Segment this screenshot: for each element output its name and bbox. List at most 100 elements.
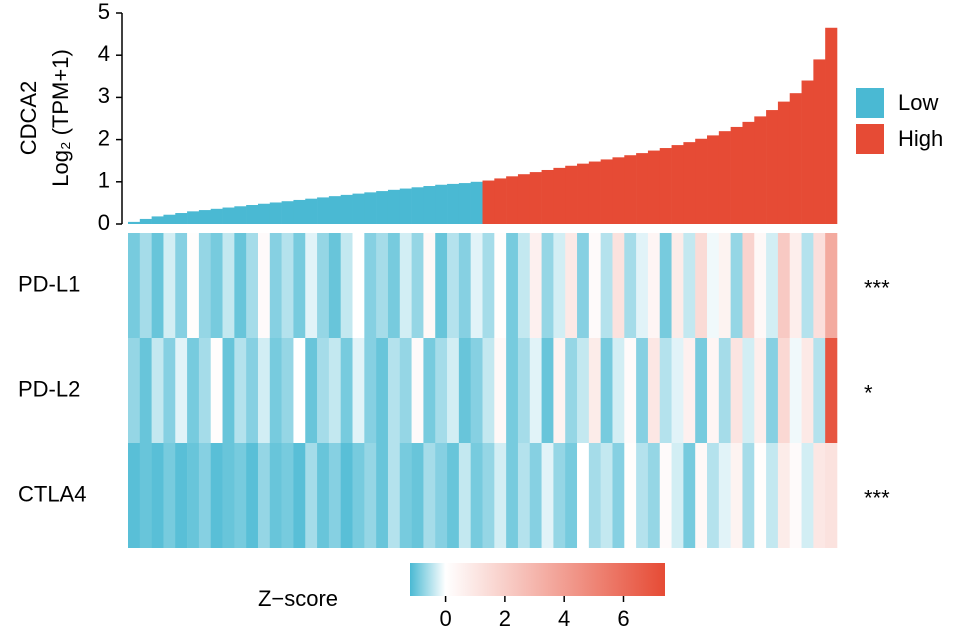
- heatmap-cell: [151, 443, 164, 548]
- heatmap-cell: [340, 443, 353, 548]
- heatmap-cell: [494, 233, 507, 338]
- bar: [777, 101, 791, 224]
- heatmap-cell: [198, 443, 212, 548]
- heatmap-cell: [447, 338, 460, 443]
- heatmap-cell: [671, 443, 684, 548]
- heatmap-cell: [340, 338, 353, 443]
- bar: [128, 221, 141, 224]
- heatmap-cell: [376, 338, 389, 443]
- heatmap-cell: [813, 233, 826, 338]
- bar: [553, 167, 566, 224]
- heatmap-cell: [742, 338, 755, 443]
- heatmap-cell: [281, 443, 294, 548]
- bar: [506, 176, 519, 224]
- heatmap-cell: [305, 338, 318, 443]
- heatmap-cell: [494, 338, 507, 443]
- heatmap-cell: [399, 338, 412, 443]
- bar: [163, 214, 176, 224]
- heatmap-cell: [624, 338, 637, 443]
- heatmap-cell: [399, 443, 412, 548]
- heatmap-cell: [577, 443, 590, 548]
- heatmap-cell: [198, 233, 212, 338]
- heatmap-cell: [293, 233, 306, 338]
- bar: [730, 126, 743, 224]
- heatmap-cell: [163, 233, 176, 338]
- heatmap-cell: [565, 443, 578, 548]
- colorbar-tick-label: 4: [558, 606, 570, 631]
- colorbar-tick-label: 6: [617, 606, 629, 631]
- heatmap-cell: [659, 338, 672, 443]
- bar: [352, 193, 365, 224]
- heatmap-cell: [636, 233, 649, 338]
- heatmap-cell: [458, 233, 471, 338]
- legend-swatch: [856, 124, 884, 154]
- bar: [754, 116, 767, 224]
- heatmap-cell: [293, 338, 306, 443]
- bar: [671, 145, 684, 224]
- heatmap-cell: [423, 233, 436, 338]
- bar: [707, 135, 720, 224]
- heatmap-cell: [624, 443, 637, 548]
- heatmap-cell: [577, 338, 590, 443]
- bar: [435, 184, 448, 224]
- heatmap-cell: [777, 338, 791, 443]
- heatmap-cell: [506, 338, 519, 443]
- heatmap-cell: [695, 443, 708, 548]
- heatmap-cell: [529, 233, 542, 338]
- heatmap-cell: [234, 338, 247, 443]
- heatmap-cell: [541, 233, 554, 338]
- heatmap-cell: [411, 233, 424, 338]
- y-tick-label: 3: [98, 83, 110, 108]
- bar: [281, 201, 294, 224]
- bar: [364, 192, 377, 224]
- heatmap-cell: [305, 233, 318, 338]
- significance-label: ***: [864, 485, 890, 510]
- heatmap-cell: [695, 338, 708, 443]
- legend-label: High: [898, 126, 943, 151]
- heatmap-cell: [128, 338, 141, 443]
- bar: [210, 208, 223, 224]
- heatmap-cell: [612, 233, 625, 338]
- heatmap-cell: [423, 443, 436, 548]
- row-label: PD-L2: [18, 376, 80, 401]
- y-tick-label: 4: [98, 41, 110, 66]
- y-tick-label: 0: [98, 210, 110, 235]
- heatmap-cell: [269, 443, 282, 548]
- bar: [328, 196, 341, 224]
- bar: [825, 27, 838, 224]
- bar: [789, 93, 802, 225]
- heatmap-cell: [718, 338, 731, 443]
- heatmap-cell: [128, 443, 141, 548]
- bar: [399, 188, 412, 224]
- heatmap-cell: [801, 233, 814, 338]
- heatmap-cell: [612, 338, 625, 443]
- heatmap-cell: [234, 443, 247, 548]
- bar: [766, 110, 779, 224]
- heatmap-cell: [293, 443, 306, 548]
- heatmap-cell: [352, 338, 365, 443]
- heatmap-cell: [246, 233, 259, 338]
- heatmap-cell: [163, 443, 176, 548]
- heatmap-cell: [813, 338, 826, 443]
- heatmap-cell: [305, 443, 318, 548]
- heatmap-cell: [387, 443, 401, 548]
- heatmap-cell: [588, 443, 601, 548]
- heatmap-cell: [529, 338, 542, 443]
- bar: [659, 148, 672, 224]
- heatmap-cell: [222, 233, 235, 338]
- heatmap-cell: [423, 338, 436, 443]
- heatmap-cell: [222, 338, 235, 443]
- heatmap-cell: [364, 443, 377, 548]
- heatmap-cell: [139, 233, 152, 338]
- bar: [529, 172, 542, 224]
- heatmap-cell: [718, 233, 731, 338]
- bar: [801, 80, 814, 225]
- bar: [246, 205, 259, 224]
- heatmap-cell: [517, 233, 531, 338]
- heatmap-cell: [766, 338, 779, 443]
- heatmap-cell: [210, 443, 223, 548]
- bar: [411, 187, 424, 224]
- y-tick-label: 2: [98, 125, 110, 150]
- heatmap-cell: [376, 443, 389, 548]
- heatmap-cell: [707, 443, 720, 548]
